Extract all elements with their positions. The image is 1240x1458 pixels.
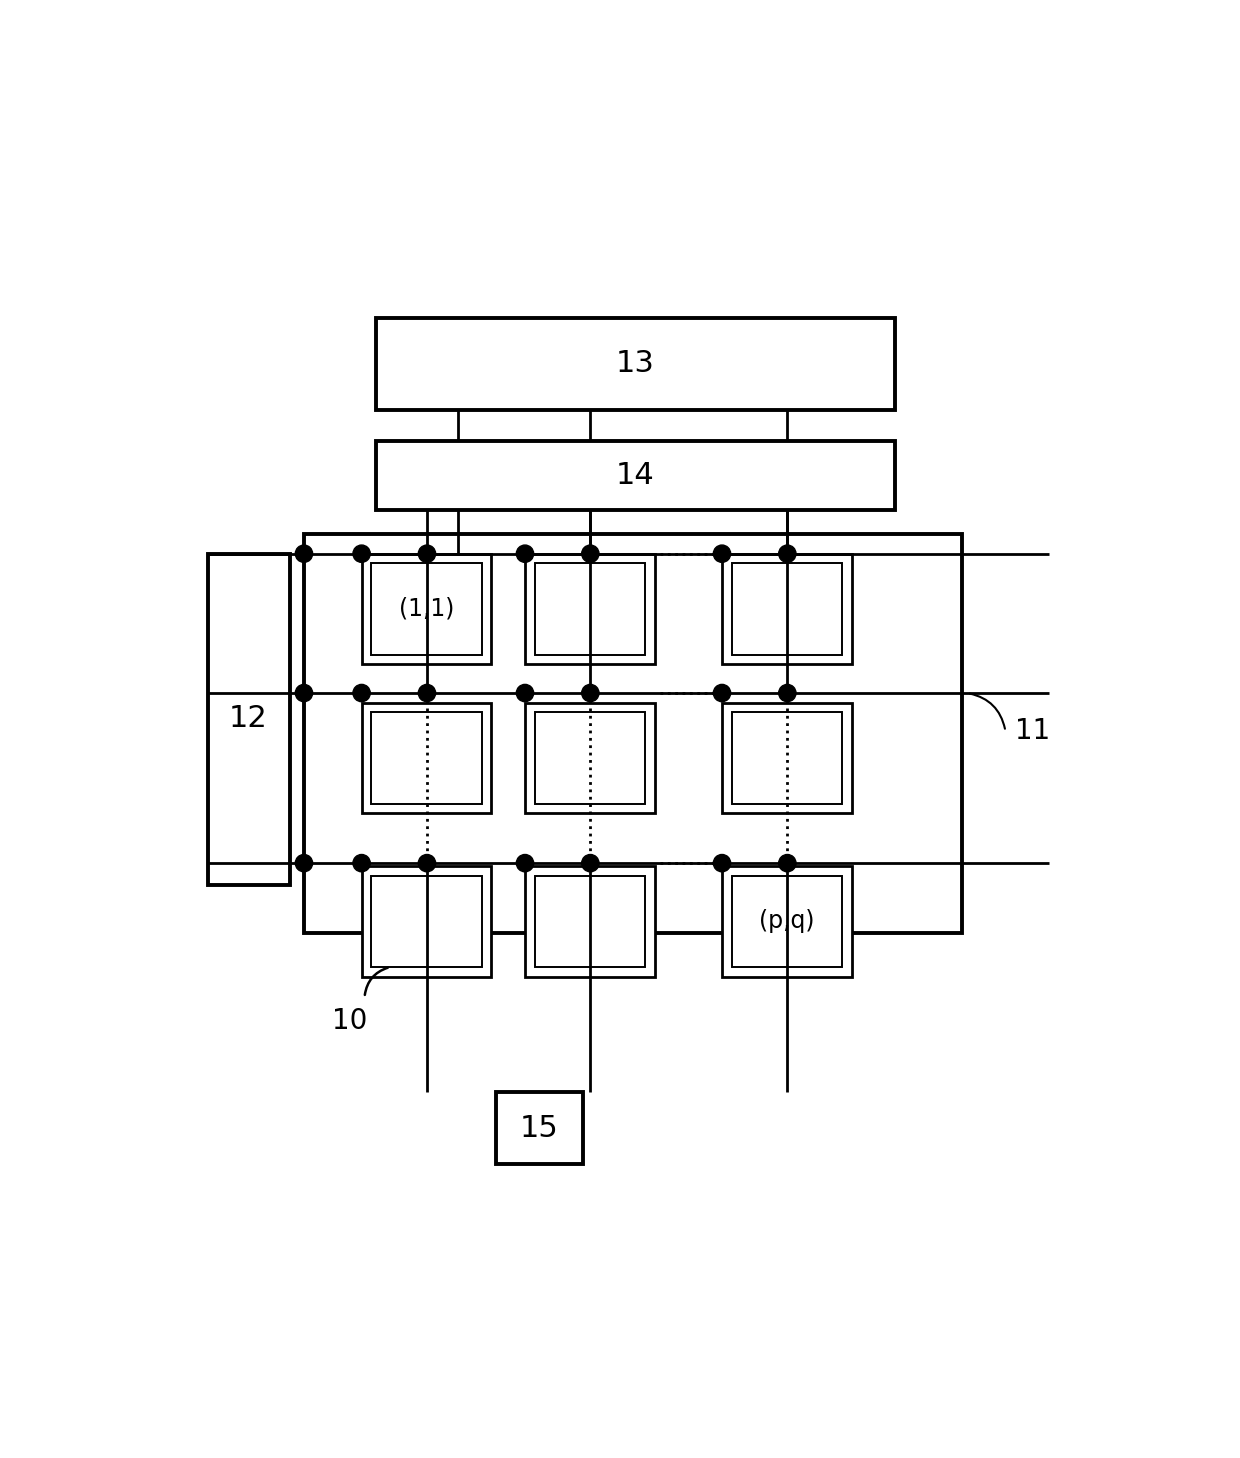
Circle shape — [516, 854, 533, 872]
Bar — [371, 876, 481, 967]
Circle shape — [779, 854, 796, 872]
Bar — [362, 554, 491, 665]
Circle shape — [779, 545, 796, 563]
Bar — [208, 554, 290, 885]
Circle shape — [516, 545, 533, 563]
Circle shape — [582, 684, 599, 701]
Text: 11: 11 — [1016, 717, 1050, 745]
Text: (1,1): (1,1) — [399, 596, 454, 621]
Text: 10: 10 — [332, 1007, 368, 1035]
Bar — [362, 703, 491, 814]
Bar — [304, 535, 962, 933]
Circle shape — [779, 684, 796, 701]
Bar — [722, 866, 852, 977]
Bar — [732, 563, 842, 655]
Circle shape — [353, 684, 371, 701]
Circle shape — [418, 545, 435, 563]
Bar — [496, 1092, 583, 1163]
Circle shape — [582, 545, 599, 563]
Circle shape — [713, 545, 730, 563]
Bar — [376, 442, 895, 510]
Bar — [362, 866, 491, 977]
Text: 14: 14 — [616, 461, 655, 490]
Bar — [722, 554, 852, 665]
Bar — [525, 703, 655, 814]
Bar — [525, 554, 655, 665]
Bar — [732, 713, 842, 803]
Circle shape — [516, 684, 533, 701]
Circle shape — [295, 684, 312, 701]
Text: (p,q): (p,q) — [759, 910, 815, 933]
Circle shape — [418, 684, 435, 701]
Bar — [371, 563, 481, 655]
Text: 15: 15 — [520, 1114, 559, 1143]
Circle shape — [353, 545, 371, 563]
Bar — [534, 876, 645, 967]
Text: 13: 13 — [616, 350, 655, 379]
Circle shape — [713, 854, 730, 872]
Circle shape — [582, 854, 599, 872]
Bar — [371, 713, 481, 803]
FancyArrowPatch shape — [365, 968, 388, 994]
Bar — [732, 876, 842, 967]
Text: 12: 12 — [229, 704, 268, 733]
Circle shape — [418, 854, 435, 872]
Bar — [534, 563, 645, 655]
Circle shape — [353, 854, 371, 872]
Bar — [525, 866, 655, 977]
Bar — [722, 703, 852, 814]
Circle shape — [295, 545, 312, 563]
Bar — [534, 713, 645, 803]
Circle shape — [295, 854, 312, 872]
FancyArrowPatch shape — [970, 694, 1004, 729]
Circle shape — [713, 684, 730, 701]
Bar — [376, 318, 895, 410]
